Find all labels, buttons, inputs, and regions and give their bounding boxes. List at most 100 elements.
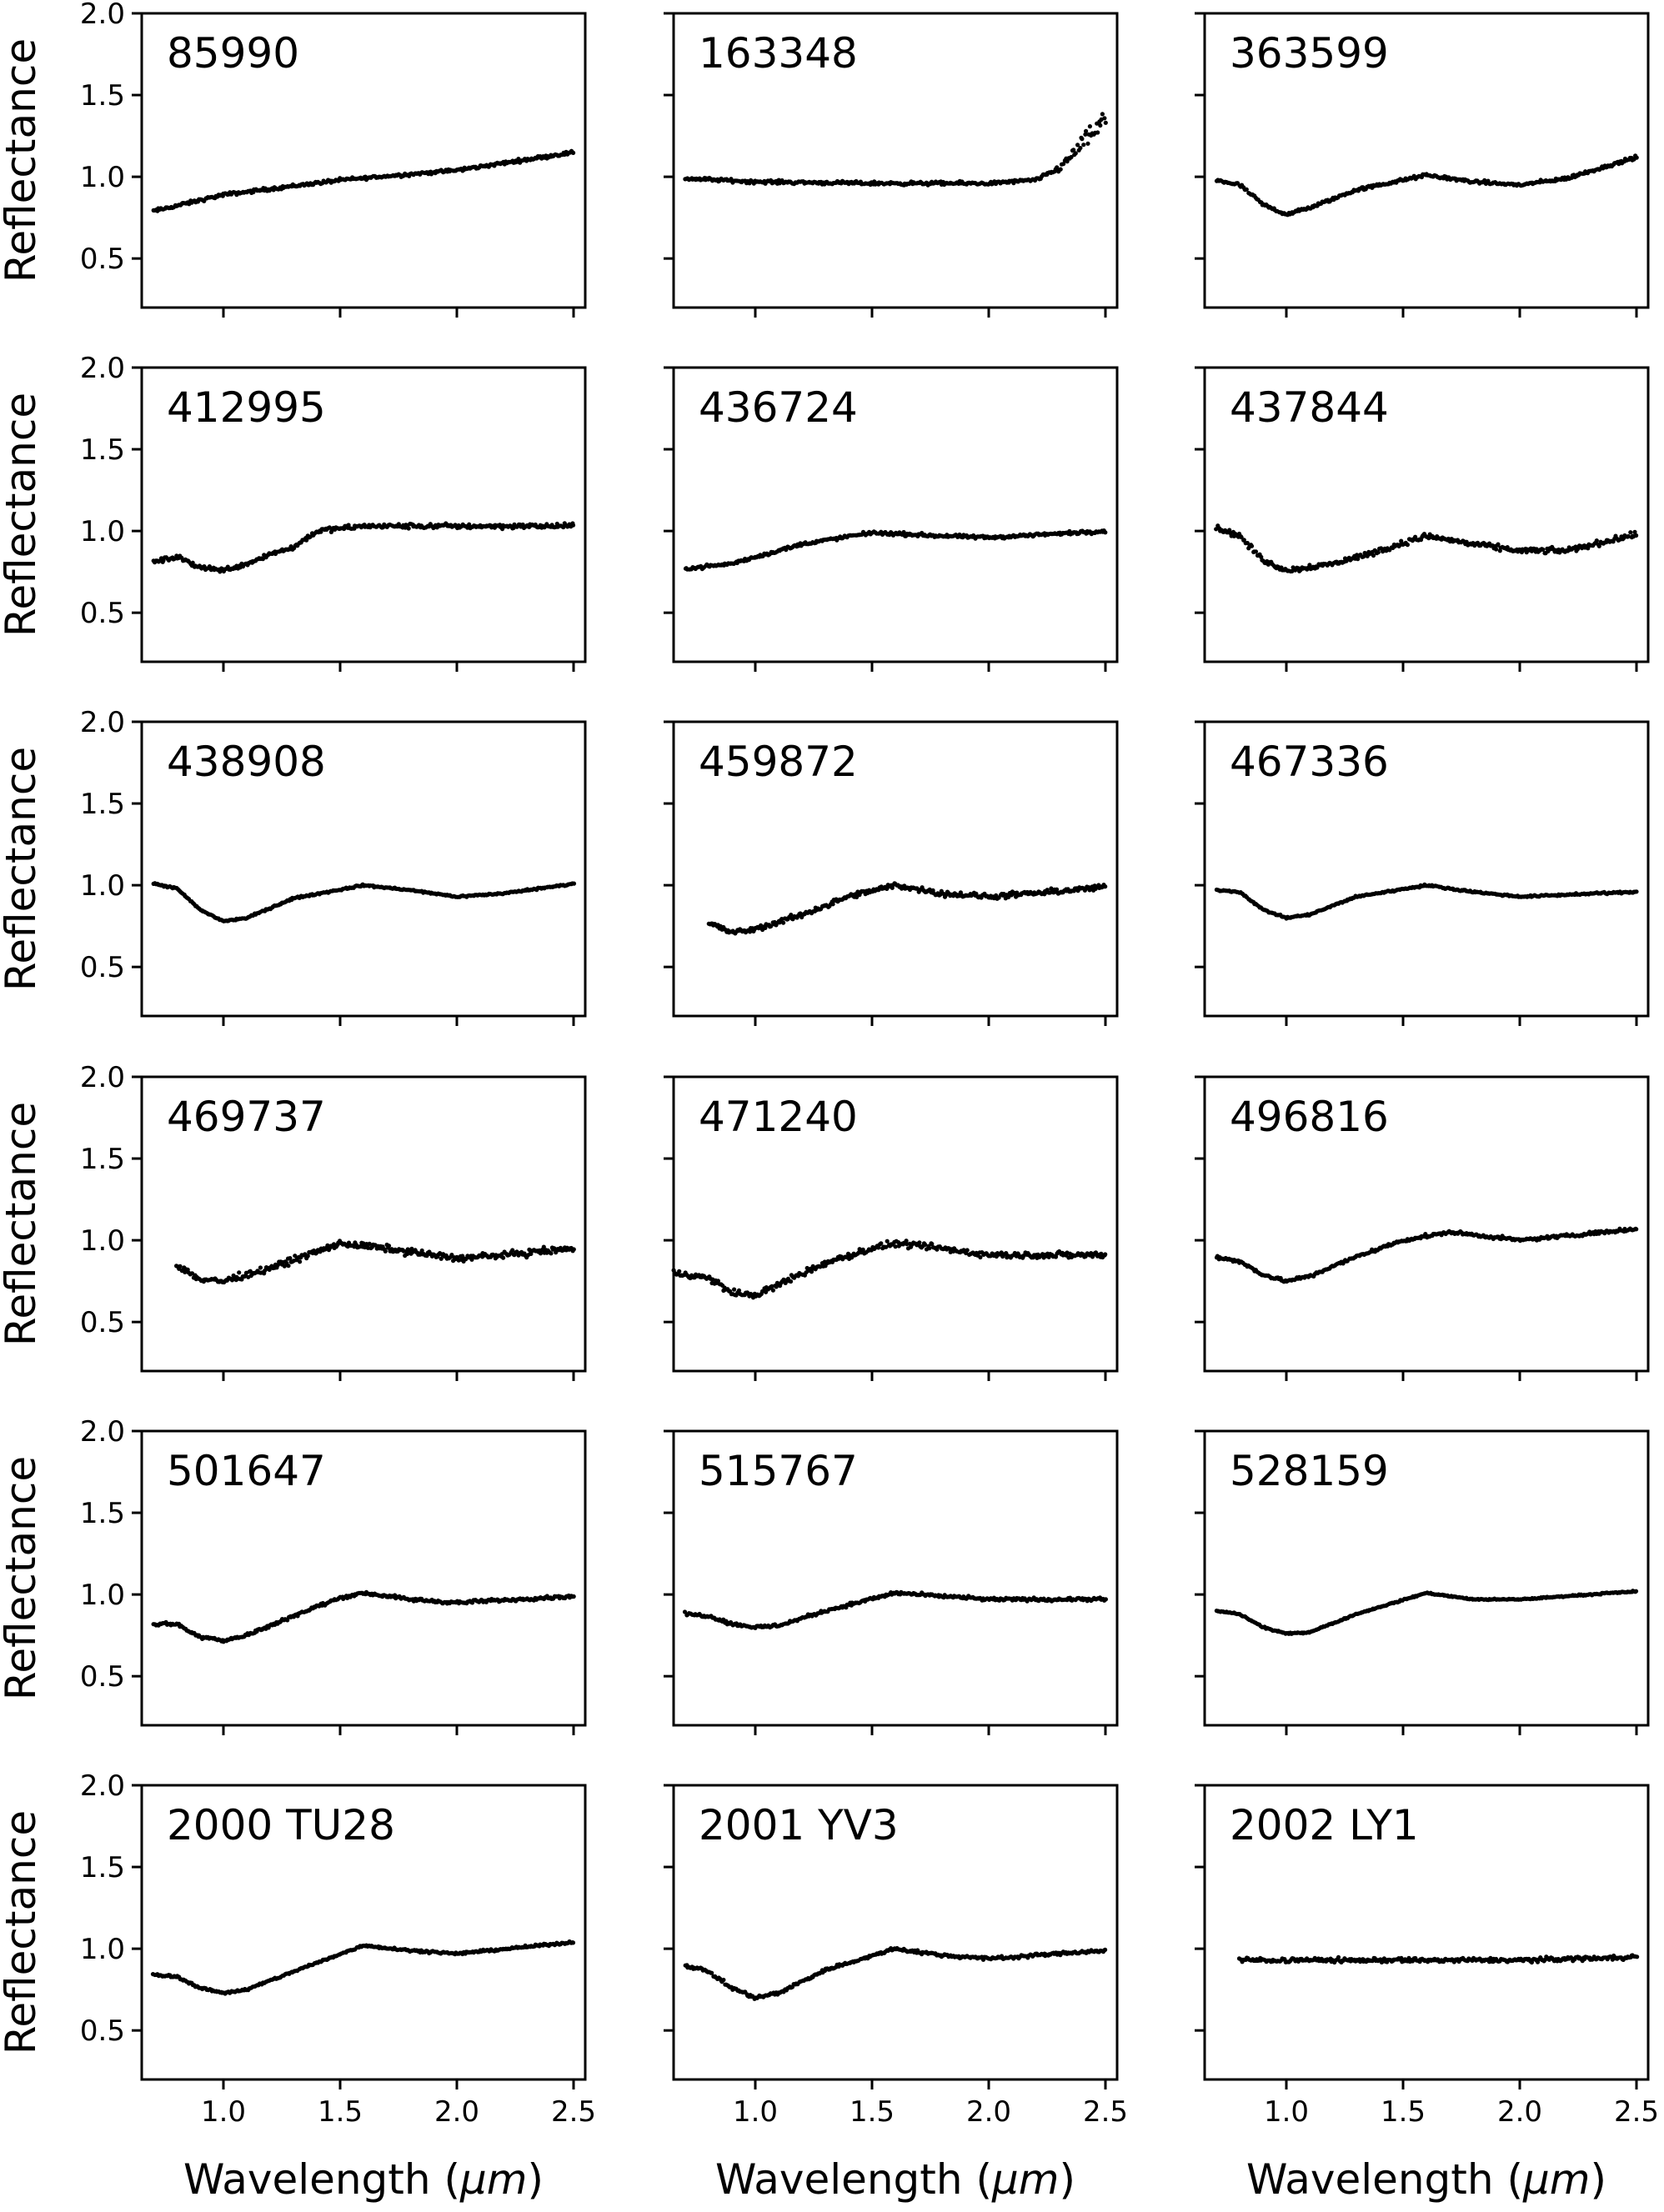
- y-tick-label: 2.0: [80, 706, 125, 739]
- data-point: [1083, 132, 1088, 137]
- panel-title: 471240: [699, 1093, 858, 1141]
- panel-title: 515767: [699, 1447, 858, 1495]
- data-point: [1315, 565, 1320, 570]
- data-point: [1376, 550, 1381, 555]
- data-points: [1214, 523, 1639, 574]
- data-point: [1078, 145, 1083, 151]
- data-point: [383, 1249, 388, 1254]
- data-point: [1075, 143, 1080, 148]
- data-point: [1371, 553, 1376, 558]
- panel-2: 163348: [664, 12, 1119, 318]
- data-points: [151, 521, 576, 574]
- data-point: [1085, 141, 1090, 146]
- data-points: [151, 881, 577, 923]
- data-point: [1632, 529, 1637, 535]
- panel-14: 515767: [664, 1429, 1119, 1735]
- data-point: [1249, 543, 1255, 548]
- panel-title: 363599: [1230, 29, 1389, 78]
- data-point: [1084, 128, 1089, 133]
- data-point: [770, 1288, 776, 1293]
- y-axis-label: Reflectance: [0, 747, 45, 991]
- data-points: [1214, 153, 1639, 218]
- data-point: [298, 1259, 303, 1264]
- y-tick-label: 0.5: [80, 243, 125, 276]
- data-point: [1628, 530, 1633, 535]
- y-tick-label: 0.5: [80, 597, 125, 630]
- panel-11: 471240: [664, 1075, 1119, 1381]
- y-axis-label: Reflectance: [0, 1456, 45, 1700]
- data-point: [677, 1269, 682, 1274]
- panel-title: 437844: [1230, 383, 1389, 432]
- panel-5: 436724: [664, 366, 1119, 672]
- data-point: [1245, 540, 1250, 546]
- data-point: [571, 881, 577, 886]
- data-point: [1634, 155, 1639, 160]
- data-point: [1102, 116, 1107, 121]
- panel-title: 469737: [167, 1093, 326, 1141]
- data-point: [218, 569, 223, 574]
- data-points: [683, 112, 1108, 188]
- plot-frame: [672, 366, 1119, 663]
- data-point: [917, 1240, 922, 1245]
- y-tick-label: 2.0: [80, 0, 125, 31]
- data-point: [386, 1244, 392, 1249]
- plot-frame: [140, 366, 587, 663]
- panel-12: 496816: [1195, 1075, 1650, 1381]
- panel-9: 467336: [1195, 720, 1650, 1026]
- panel-title: 528159: [1230, 1447, 1389, 1495]
- data-point: [1594, 538, 1599, 543]
- data-point: [1103, 1597, 1108, 1602]
- data-point: [965, 1248, 970, 1253]
- y-tick-label: 1.0: [80, 515, 125, 548]
- panel-title: 501647: [167, 1447, 326, 1495]
- data-points: [151, 148, 576, 213]
- data-point: [1576, 547, 1581, 552]
- data-points: [683, 528, 1108, 572]
- data-point: [879, 1241, 884, 1246]
- data-point: [286, 1264, 291, 1269]
- data-point: [327, 525, 332, 530]
- y-tick-label: 0.5: [80, 951, 125, 984]
- data-point: [1103, 530, 1108, 535]
- data-point: [1634, 889, 1639, 894]
- data-point: [1541, 547, 1546, 553]
- panel-6: 437844: [1195, 366, 1650, 672]
- data-point: [190, 560, 195, 565]
- plot-frame: [1203, 366, 1650, 663]
- y-tick-label: 2.0: [80, 1061, 125, 1094]
- y-axis-label: Reflectance: [0, 38, 45, 283]
- data-point: [1069, 154, 1074, 160]
- data-point: [1081, 143, 1086, 148]
- data-point: [1634, 1227, 1639, 1232]
- data-point: [1103, 1252, 1108, 1257]
- panel-8: 459872: [664, 720, 1119, 1026]
- panel-title: 436724: [699, 383, 858, 432]
- panel-title: 85990: [167, 29, 299, 78]
- data-point: [549, 1251, 554, 1256]
- data-point: [830, 902, 835, 907]
- y-axis-label: Reflectance: [0, 393, 45, 637]
- data-point: [1065, 159, 1070, 164]
- data-point: [406, 526, 411, 531]
- data-point: [258, 1265, 263, 1270]
- data-point: [1405, 543, 1410, 548]
- plot-frame: [672, 12, 1119, 309]
- y-tick-label: 1.0: [80, 1579, 125, 1612]
- data-point: [1058, 167, 1063, 172]
- data-point: [1098, 123, 1103, 128]
- y-tick-label: 1.5: [80, 788, 125, 821]
- y-tick-label: 1.5: [80, 1497, 125, 1530]
- y-tick-label: 2.0: [80, 1415, 125, 1449]
- panel-title: 163348: [699, 29, 858, 78]
- panel-title: 438908: [167, 738, 326, 786]
- panel-title: 412995: [167, 383, 326, 432]
- y-tick-label: 1.0: [80, 1224, 125, 1258]
- data-point: [1080, 137, 1085, 142]
- data-point: [1095, 130, 1100, 135]
- data-point: [1307, 563, 1312, 568]
